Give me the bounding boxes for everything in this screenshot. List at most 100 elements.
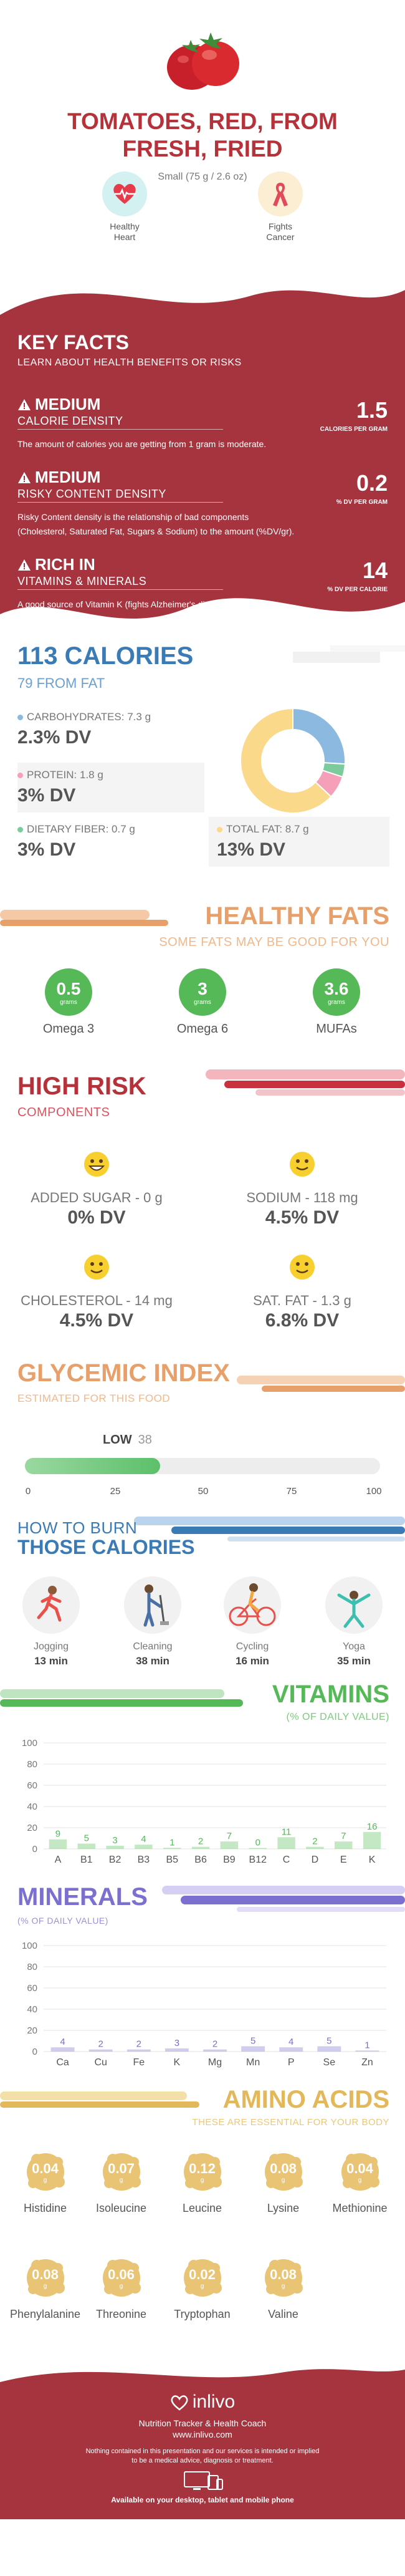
bar-Mg bbox=[203, 2049, 227, 2052]
category-label: A bbox=[55, 1855, 62, 1865]
fact-vitamins-minerals: RICH IN VITAMINS & MINERALS 14 % DV PER … bbox=[17, 555, 388, 612]
fat-unit: grams bbox=[328, 998, 345, 1006]
calories-title: 113 CALORIES bbox=[17, 642, 194, 670]
cancer-ribbon-icon bbox=[258, 171, 303, 216]
vitamins-title: VITAMINS bbox=[272, 1681, 389, 1708]
bar-value-label: 5 bbox=[250, 2036, 255, 2047]
risk-name: SODIUM - 118 mg bbox=[246, 1190, 358, 1205]
fat-unit: grams bbox=[194, 998, 211, 1006]
bar-E bbox=[335, 1841, 353, 1849]
bar-Mn bbox=[241, 2046, 265, 2052]
fact-value: 1.5 bbox=[356, 397, 388, 423]
bar-value-label: 16 bbox=[367, 1821, 378, 1832]
fact-level: MEDIUM bbox=[35, 468, 101, 486]
bar-value-label: 3 bbox=[174, 2038, 179, 2048]
nutrient-dv: 2.3% DV bbox=[17, 727, 92, 748]
bar-value-label: 0 bbox=[255, 1838, 260, 1848]
amino-name: Histidine bbox=[23, 2202, 67, 2214]
fat-omega-3: 0.5 grams Omega 3 bbox=[22, 968, 115, 1036]
amino-unit: g bbox=[200, 2282, 204, 2290]
amino-name: Valine bbox=[268, 2308, 298, 2320]
category-label: C bbox=[283, 1855, 290, 1865]
risk-dv: 0% DV bbox=[67, 1207, 126, 1228]
legend-dot bbox=[17, 773, 23, 779]
footer-disclaimer-2: to be a medical advice, diagnosis or tre… bbox=[131, 2457, 274, 2464]
fact-category: RISKY CONTENT DENSITY bbox=[17, 488, 223, 503]
jogging-icon bbox=[22, 1576, 80, 1634]
footer-background bbox=[0, 2369, 405, 2519]
y-tick-label: 40 bbox=[27, 2004, 37, 2015]
activity-jogging: Jogging 13 min bbox=[14, 1576, 88, 1667]
amino-name: Methionine bbox=[332, 2202, 388, 2214]
nutrient-label: PROTEIN: 1.8 g bbox=[27, 769, 103, 781]
badge-label: Fights bbox=[268, 221, 293, 231]
y-tick-label: 20 bbox=[27, 2025, 37, 2036]
amino-blob-icon bbox=[264, 2153, 303, 2191]
macro-donut-chart bbox=[240, 707, 346, 814]
category-label: Se bbox=[323, 2057, 336, 2068]
fact-level: MEDIUM bbox=[35, 395, 101, 413]
amino-blob-icon bbox=[26, 2259, 65, 2297]
glycemic-tick: 75 bbox=[286, 1486, 297, 1497]
fact-description: Risky Content density is the relationshi… bbox=[17, 510, 388, 539]
warning-icon bbox=[18, 398, 31, 410]
y-tick-label: 80 bbox=[27, 1962, 37, 1972]
y-tick-label: 100 bbox=[22, 1941, 37, 1951]
category-label: Zn bbox=[361, 2057, 373, 2068]
amino-badge: 0.08 g bbox=[260, 2254, 307, 2302]
fact-calorie-density: MEDIUM CALORIE DENSITY 1.5 CALORIES PER … bbox=[17, 395, 388, 451]
minerals-title: MINERALS bbox=[17, 1883, 148, 1911]
category-label: B2 bbox=[109, 1855, 122, 1865]
amino-unit: g bbox=[119, 2282, 123, 2290]
amino-leucine: 0.12 g Leucine bbox=[163, 2148, 241, 2215]
heart-pulse-icon bbox=[102, 171, 147, 216]
fat-omega-6: 3 grams Omega 6 bbox=[156, 968, 249, 1036]
footer-disclaimer-1: Nothing contained in this presentation a… bbox=[85, 2448, 320, 2455]
category-label: D bbox=[312, 1855, 319, 1865]
activity-cycling: Cycling 16 min bbox=[215, 1576, 290, 1667]
amino-value: 0.06 bbox=[108, 2266, 135, 2282]
amino-value: 0.04 bbox=[346, 2160, 373, 2176]
fact-category: VITAMINS & MINERALS bbox=[17, 575, 223, 590]
bar-B5 bbox=[163, 1848, 181, 1849]
fact-level: RICH IN bbox=[35, 555, 95, 574]
badge-healthy-heart: Healthy Heart bbox=[87, 171, 162, 243]
nutrient-label: CARBOHYDRATES: 7.3 g bbox=[27, 711, 151, 723]
bar-Fe bbox=[126, 2049, 151, 2052]
bar-value-label: 5 bbox=[326, 2036, 331, 2047]
fat-value: 0.5 bbox=[56, 978, 81, 998]
activity-name: Cycling bbox=[236, 1641, 269, 1652]
burn-title-line1: HOW TO BURN bbox=[17, 1518, 138, 1537]
fact-value: 0.2 bbox=[356, 470, 388, 496]
nutrient-dv: 3% DV bbox=[17, 785, 76, 806]
activity-minutes: 38 min bbox=[136, 1655, 169, 1667]
glycemic-subtitle: ESTIMATED FOR THIS FOOD bbox=[17, 1392, 171, 1404]
fact-description: The amount of calories you are getting f… bbox=[17, 439, 267, 449]
glycemic-label: LOW 38 bbox=[103, 1433, 152, 1447]
y-tick-label: 20 bbox=[27, 1823, 37, 1833]
minerals-subtitle: (% OF DAILY VALUE) bbox=[17, 1916, 108, 1926]
footer-url[interactable]: www.inlivo.com bbox=[173, 2429, 232, 2439]
footer-section: inlivo Nutrition Tracker & Health Coach … bbox=[0, 2363, 405, 2519]
devices-icon bbox=[0, 2471, 405, 2495]
amino-tryptophan: 0.02 g Tryptophan bbox=[163, 2254, 241, 2321]
y-tick-label: 100 bbox=[22, 1738, 37, 1749]
fat-mufas: 3.6 grams MUFAs bbox=[290, 968, 383, 1036]
risk-name: ADDED SUGAR - 0 g bbox=[31, 1190, 163, 1205]
fact-description-line: (Cholesterol, Saturated Fat, Sugars & So… bbox=[17, 526, 295, 536]
category-label: Fe bbox=[133, 2057, 145, 2068]
amino-valine: 0.08 g Valine bbox=[244, 2254, 322, 2321]
brand-name: inlivo bbox=[192, 2391, 236, 2412]
fat-unit: grams bbox=[60, 998, 77, 1006]
activity-name: Jogging bbox=[33, 1641, 69, 1652]
header-section: TOMATOES, RED, FROM FRESH, FRIED Small (… bbox=[0, 0, 405, 253]
bar-P bbox=[279, 2047, 303, 2052]
title-line-2: FRESH, FRIED bbox=[122, 136, 283, 162]
serving-size: Small (75 g / 2.6 oz) bbox=[158, 171, 247, 182]
bar-Ca bbox=[50, 2047, 75, 2052]
risk-added-sugar: ADDED SUGAR - 0 g 0% DV bbox=[3, 1151, 190, 1228]
amino-badge: 0.02 g bbox=[179, 2254, 226, 2302]
amino-blob-icon bbox=[26, 2153, 65, 2191]
minerals-section: MINERALS (% OF DAILY VALUE) 0 20 40 60 80 100… bbox=[0, 1871, 405, 2077]
badge-label: Heart bbox=[113, 232, 136, 242]
